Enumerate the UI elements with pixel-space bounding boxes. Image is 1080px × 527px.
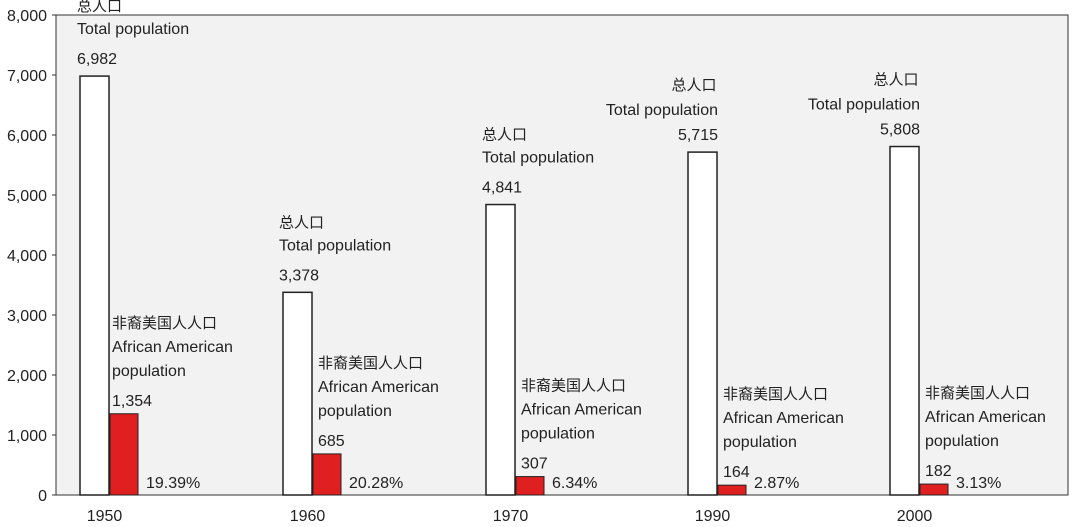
afam-series-label-line1: African American <box>925 409 1046 426</box>
y-tick-label: 1,000 <box>7 428 47 445</box>
total-series-label-zh: 总人口 <box>671 76 716 94</box>
total-value-label: 6,982 <box>77 51 117 68</box>
afam-series-label-line1: African American <box>112 339 233 356</box>
y-tick-label: 3,000 <box>7 308 47 325</box>
total-series-label: Total population <box>77 21 189 38</box>
labels-layer: 6,982 Total population 总人口 1,354 population A… <box>77 0 1046 492</box>
afam-value-label: 307 <box>521 456 548 473</box>
afam-percent-label: 19.39% <box>146 475 200 492</box>
total-series-label-zh: 总人口 <box>77 0 122 15</box>
bar-total-population <box>282 291 313 496</box>
bar-african-american-population <box>312 453 342 496</box>
afam-series-label-line1: African American <box>521 402 642 419</box>
x-tick-label: 1960 <box>290 508 326 525</box>
y-tick-label: 6,000 <box>7 128 47 145</box>
afam-value-label: 164 <box>723 464 750 481</box>
total-series-label-zh: 总人口 <box>482 126 527 144</box>
afam-series-label-line2: population <box>318 403 392 420</box>
afam-series-label-zh: 非裔美国人人口 <box>521 377 626 395</box>
total-value-label: 3,378 <box>279 267 319 284</box>
y-tick-label: 7,000 <box>7 68 47 85</box>
afam-series-label-zh: 非裔美国人人口 <box>925 384 1030 402</box>
total-series-label-zh: 总人口 <box>279 213 324 231</box>
afam-series-label-line1: African American <box>318 379 439 396</box>
afam-series-label-zh: 非裔美国人人口 <box>318 354 423 372</box>
bar-total-population <box>889 145 920 496</box>
afam-value-label: 1,354 <box>112 393 152 410</box>
y-axis: 0 1,000 2,000 3,000 4,000 5,000 6,000 7,000 8,00… <box>7 8 56 505</box>
afam-series-label-line2: population <box>723 434 797 451</box>
total-series-label: Total population <box>482 150 594 167</box>
bar-african-american-population <box>515 476 545 496</box>
bars-layer <box>79 75 949 496</box>
total-series-label: Total population <box>808 97 920 114</box>
y-tick-label: 4,000 <box>7 248 47 265</box>
afam-percent-label: 2.87% <box>754 475 799 492</box>
bar-african-american-population <box>717 484 747 496</box>
afam-series-label-line2: population <box>925 433 999 450</box>
afam-series-label-zh: 非裔美国人人口 <box>112 314 217 332</box>
afam-series-label-line1: African American <box>723 410 844 427</box>
afam-series-label-line2: population <box>521 426 595 443</box>
total-series-label: Total population <box>606 102 718 119</box>
bar-african-american-population <box>109 413 139 496</box>
x-tick-label: 1950 <box>87 508 123 525</box>
afam-series-label-line2: population <box>112 363 186 380</box>
x-tick-label: 1990 <box>695 508 731 525</box>
total-value-label: 5,715 <box>678 127 718 144</box>
afam-percent-label: 6.34% <box>552 475 597 492</box>
y-tick-label: 2,000 <box>7 368 47 385</box>
total-series-label-zh: 总人口 <box>873 71 918 89</box>
bar-african-american-population <box>919 483 949 496</box>
x-tick-label: 1970 <box>493 508 529 525</box>
total-value-label: 4,841 <box>482 180 522 197</box>
y-tick-label: 0 <box>38 488 47 505</box>
total-series-label: Total population <box>279 237 391 254</box>
bar-total-population <box>687 151 718 496</box>
afam-series-label-zh: 非裔美国人人口 <box>723 385 828 403</box>
total-value-label: 5,808 <box>880 122 920 139</box>
bar-total-population <box>485 203 516 496</box>
afam-value-label: 685 <box>318 433 345 450</box>
x-axis: 1950 1960 1970 1990 2000 <box>87 508 933 525</box>
afam-percent-label: 20.28% <box>349 475 403 492</box>
bar-total-population <box>79 75 110 496</box>
afam-value-label: 182 <box>925 463 952 480</box>
x-tick-label: 2000 <box>897 508 933 525</box>
afam-percent-label: 3.13% <box>956 475 1001 492</box>
y-tick-label: 8,000 <box>7 8 47 25</box>
y-tick-label: 5,000 <box>7 188 47 205</box>
